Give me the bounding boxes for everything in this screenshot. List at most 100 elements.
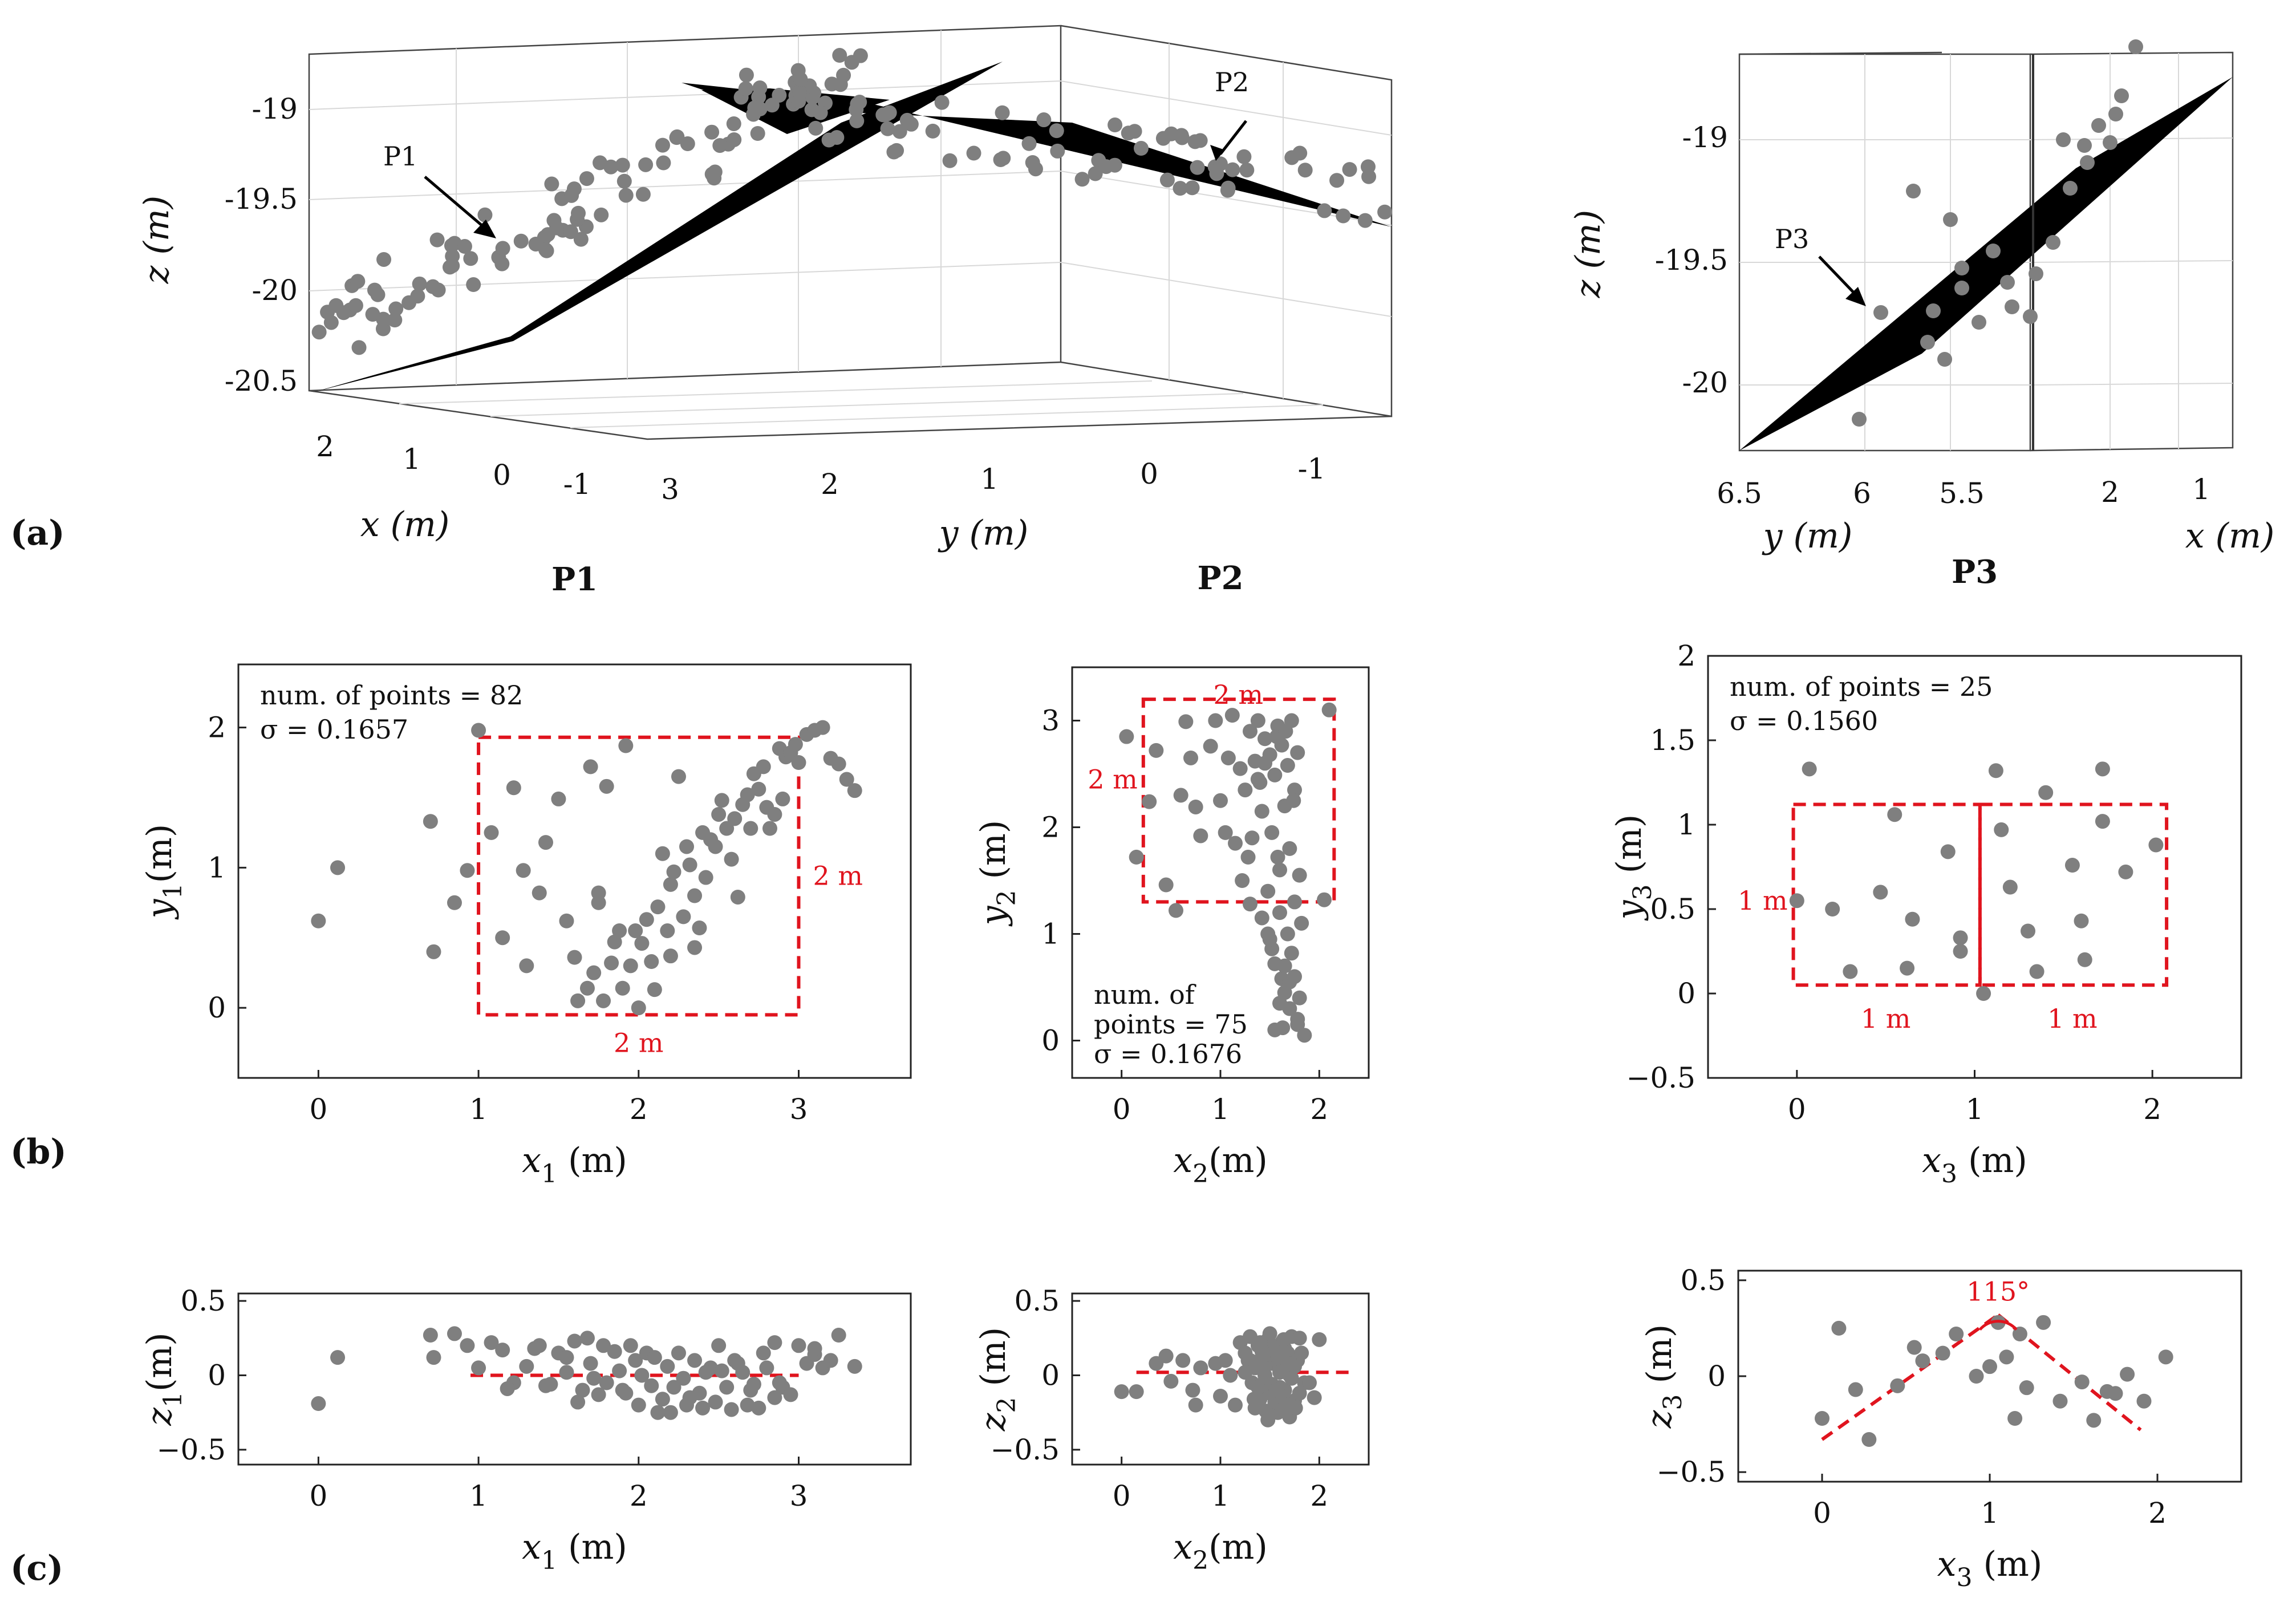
point-3d [1954, 261, 1969, 275]
data-point [1848, 1382, 1863, 1397]
point-3d [537, 230, 552, 245]
point-3d [410, 289, 425, 304]
data-point [1260, 883, 1276, 899]
data-point [751, 781, 766, 797]
x-tick-label: 3 [790, 1479, 808, 1512]
data-point [762, 821, 777, 836]
data-point [1292, 990, 1307, 1005]
point-3d [463, 251, 478, 266]
data-point [1208, 713, 1223, 728]
x-tick-label: 2 [1310, 1093, 1328, 1126]
data-point [1270, 849, 1285, 865]
data-point [650, 1405, 666, 1420]
point-3d [2056, 132, 2071, 147]
point-3d [996, 151, 1011, 166]
point-3d [1108, 117, 1123, 133]
data-point [500, 1381, 515, 1396]
data-point [1243, 724, 1257, 739]
data-point [330, 860, 346, 875]
data-point [612, 1363, 627, 1378]
x-axis-label: x2(m) [1173, 1141, 1268, 1189]
x-tick-label: 1 [469, 1479, 488, 1512]
data-point [1282, 974, 1297, 990]
y-axis-label: z3 (m) [1640, 1324, 1687, 1429]
data-point [1213, 1389, 1228, 1404]
dimension-label: 1 m [1861, 1003, 1911, 1034]
x-tick-label: 0 [309, 1093, 327, 1126]
x-tick: -1 [563, 468, 591, 501]
point-3d [2000, 275, 2015, 290]
y-tick-label: 0 [208, 1359, 226, 1392]
point-3d [1133, 141, 1149, 156]
y-tick: 1 [980, 463, 999, 496]
point-3d [966, 145, 981, 161]
y-tick: -1 [1298, 452, 1326, 485]
point-3d [2103, 135, 2117, 150]
data-point [1250, 1380, 1265, 1395]
data-point [831, 756, 846, 772]
point-3d [1050, 143, 1065, 159]
point-3d [431, 282, 446, 298]
point-3d [618, 188, 634, 203]
data-point [2095, 814, 2110, 829]
point-3d [579, 171, 594, 186]
plot-title: P3 [1952, 553, 1998, 591]
data-point [1292, 1385, 1307, 1401]
plane-label-p1: P1 [383, 141, 417, 172]
data-point [1297, 1028, 1312, 1043]
point-3d [544, 176, 559, 192]
data-point [2038, 785, 2054, 800]
data-point [756, 1345, 771, 1361]
data-point [2019, 1380, 2034, 1396]
data-point [484, 1335, 499, 1351]
data-point [559, 1350, 574, 1365]
point-3d [656, 155, 671, 171]
point-3d [2091, 118, 2106, 133]
point-3d [616, 173, 632, 189]
point-3d [1159, 172, 1175, 188]
dimension-label: 2 m [813, 861, 863, 891]
point-3d [764, 98, 780, 113]
data-point [1129, 849, 1144, 865]
arrowhead-p2 [1210, 145, 1225, 161]
data-point [447, 1326, 462, 1341]
data-point [1250, 772, 1265, 787]
data-point [676, 909, 691, 924]
data-point [634, 1368, 650, 1383]
data-point [1119, 729, 1134, 744]
y-tick: 6.5 [1717, 477, 1762, 510]
data-point [1302, 1375, 1317, 1390]
x-tick-label: 1 [469, 1093, 488, 1126]
data-point [663, 877, 678, 892]
data-point [730, 1356, 745, 1371]
data-point [767, 806, 782, 822]
data-point [711, 1338, 727, 1353]
data-point [1218, 1353, 1233, 1368]
dimension-label: 1 m [1738, 885, 1788, 916]
point-3d [376, 252, 392, 267]
point-3d [2128, 39, 2143, 54]
point-3d [738, 81, 753, 96]
point-3d [2005, 299, 2019, 314]
point-3d [638, 157, 654, 172]
point-3d [429, 232, 445, 248]
point-3d [1021, 136, 1037, 151]
data-point [714, 1363, 729, 1378]
data-point [1275, 1020, 1291, 1036]
data-point [2074, 1374, 2090, 1390]
data-point [791, 755, 806, 771]
data-point [1158, 877, 1174, 893]
data-point [631, 1397, 646, 1413]
data-point [647, 982, 662, 997]
data-point [1213, 793, 1228, 808]
data-point [1228, 836, 1243, 851]
annotation-line: num. of points = 82 [260, 680, 523, 711]
data-point [2064, 858, 2080, 873]
point-3d [1174, 130, 1190, 145]
point-cloud-p1-p2 [311, 48, 1393, 355]
point-3d [2077, 138, 2092, 153]
plot-3d-p3: P3 -19 -19.5 -20 6.5 6 5.5 2 1 z (m) y (… [1568, 39, 2274, 556]
data-point [1254, 1344, 1269, 1359]
point-3d [750, 125, 765, 141]
data-point [1173, 788, 1188, 803]
